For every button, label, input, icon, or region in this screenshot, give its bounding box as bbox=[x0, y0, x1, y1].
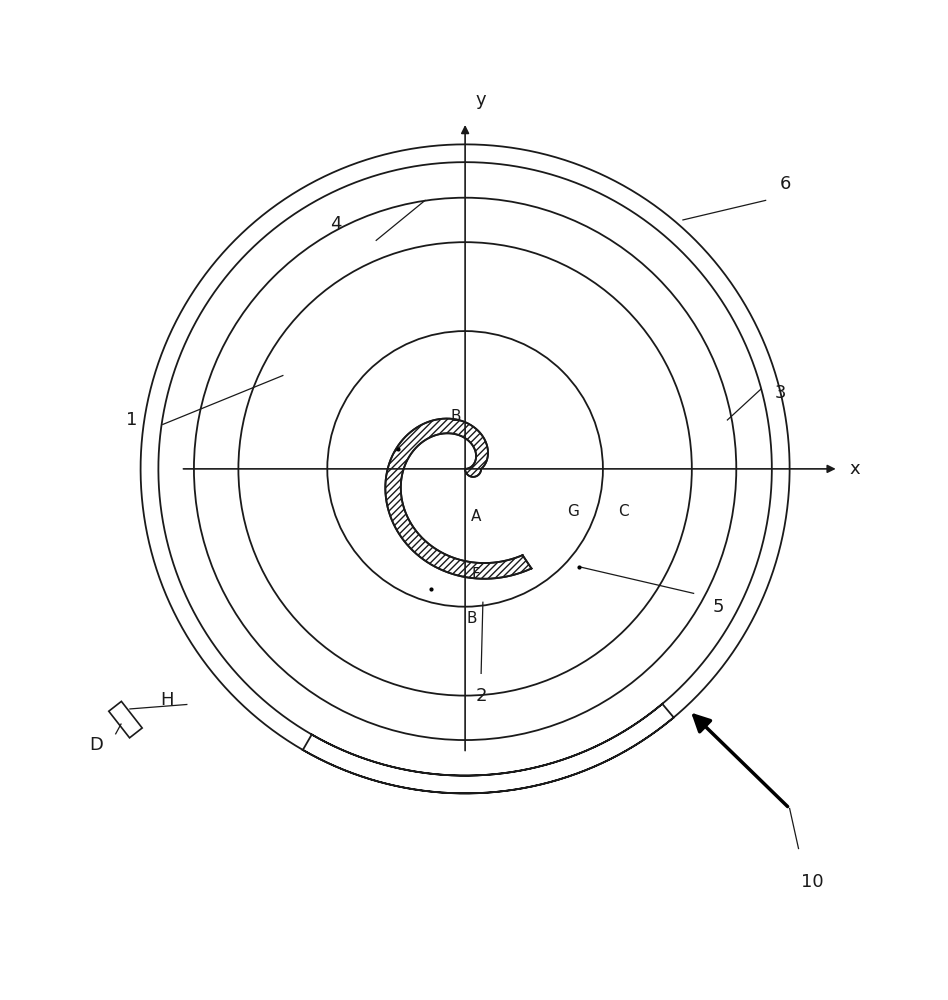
Text: A: A bbox=[470, 509, 481, 524]
Text: G: G bbox=[567, 504, 579, 519]
Text: F: F bbox=[471, 567, 480, 582]
Text: x: x bbox=[849, 460, 860, 478]
Text: D: D bbox=[89, 736, 103, 754]
Text: 10: 10 bbox=[800, 873, 823, 891]
Text: 2: 2 bbox=[475, 687, 487, 705]
Text: 4: 4 bbox=[331, 215, 342, 233]
Text: B: B bbox=[451, 409, 462, 424]
Text: 3: 3 bbox=[775, 384, 787, 402]
Text: y: y bbox=[476, 91, 486, 109]
Text: B: B bbox=[467, 611, 478, 626]
Text: 1: 1 bbox=[126, 411, 137, 429]
Text: H: H bbox=[160, 691, 174, 709]
Text: 6: 6 bbox=[779, 175, 791, 193]
Text: 5: 5 bbox=[713, 598, 724, 616]
Text: C: C bbox=[618, 504, 629, 519]
